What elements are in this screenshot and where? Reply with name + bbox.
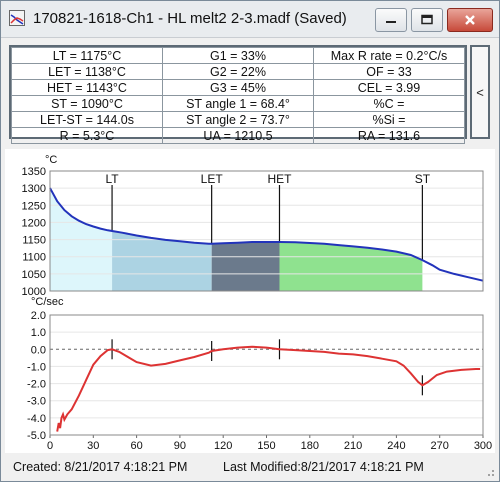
y-tick-label: 0.0: [31, 344, 46, 356]
temperature-line: [49, 187, 484, 282]
x-tick-label: 270: [431, 440, 449, 452]
y-tick-label: 1150: [22, 235, 46, 247]
marker-label: LET: [201, 172, 224, 186]
x-tick-label: 30: [87, 440, 99, 452]
close-button[interactable]: [447, 8, 493, 32]
cooling-rate-chart: °C/sec -5.0 -4.0 -3.0 -2.0 -1.0 0.0 1.0 2.0 0 30…: [27, 296, 492, 452]
stat-silicon: %Si =: [313, 111, 465, 128]
x-tick-label: 90: [174, 440, 186, 452]
stats-row: LT = 1175°C G1 = 33% Max R rate = 0.2°C/…: [11, 47, 465, 64]
bottom-y-ticks: -5.0 -4.0 -3.0 -2.0 -1.0 0.0 1.0 2.0: [27, 310, 46, 442]
modified-timestamp: Last Modified:8/21/2017 4:18:21 PM: [223, 460, 424, 474]
charts-svg: °C LT LET HET ST 10001050110011501200125013…: [22, 154, 493, 452]
stats-panel: LT = 1175°C G1 = 33% Max R rate = 0.2°C/…: [9, 45, 467, 144]
stat-g3: G3 = 45%: [162, 79, 314, 96]
collapse-panel-button[interactable]: <: [470, 45, 490, 139]
phase-region: [211, 242, 280, 291]
top-y-axis-label: °C: [45, 154, 57, 166]
x-tick-label: 0: [47, 440, 53, 452]
top-y-ticks: 1000 1050 1100 1150 1200 1250 1300 1350: [22, 166, 46, 298]
y-tick-label: 1300: [22, 183, 46, 195]
maximize-icon: [421, 14, 433, 25]
y-tick-label: 1350: [22, 166, 46, 178]
y-tick-label: -4.0: [27, 413, 46, 425]
resize-grip-icon[interactable]: [485, 467, 495, 477]
y-tick-label: -2.0: [27, 379, 46, 391]
stat-let-st: LET-ST = 144.0s: [11, 111, 163, 128]
x-tick-label: 120: [214, 440, 232, 452]
marker-label: ST: [415, 172, 431, 186]
stats-row: LET = 1138°C G2 = 22% OF = 33: [11, 63, 465, 80]
stat-st-angle-2: ST angle 2 = 73.7°: [162, 111, 314, 128]
y-tick-label: 1050: [22, 269, 46, 281]
phase-region: [279, 242, 423, 291]
top-plot-frame: [49, 170, 484, 292]
x-tick-label: 60: [130, 440, 142, 452]
stat-g1: G1 = 33%: [162, 47, 314, 64]
minimize-button[interactable]: [375, 8, 407, 32]
x-tick-label: 210: [344, 440, 362, 452]
stat-g2: G2 = 22%: [162, 63, 314, 80]
app-icon: [9, 10, 25, 26]
minimize-icon: [386, 21, 396, 23]
stat-lt: LT = 1175°C: [11, 47, 163, 64]
y-tick-label: 2.0: [31, 310, 46, 322]
phase-region: [112, 231, 212, 291]
created-timestamp: Created: 8/21/2017 4:18:21 PM: [13, 460, 188, 474]
close-icon: [465, 15, 475, 25]
stat-let: LET = 1138°C: [11, 63, 163, 80]
stats-row: LET-ST = 144.0s ST angle 2 = 73.7° %Si =: [11, 111, 465, 128]
stats-row: HET = 1143°C G3 = 45% CEL = 3.99: [11, 79, 465, 96]
stat-of: OF = 33: [313, 63, 465, 80]
phase-markers: LT LET HET ST: [106, 172, 431, 261]
bottom-y-axis-label: °C/sec: [31, 296, 64, 308]
stat-carbon: %C =: [313, 95, 465, 112]
cooling-rate-line: [56, 345, 481, 432]
x-tick-label: 150: [257, 440, 275, 452]
stat-ua: UA = 1210.5: [162, 127, 314, 144]
maximize-button[interactable]: [411, 8, 443, 32]
y-tick-label: 1100: [22, 252, 46, 264]
y-tick-label: -3.0: [27, 396, 46, 408]
stat-st: ST = 1090°C: [11, 95, 163, 112]
x-tick-label: 240: [387, 440, 405, 452]
stat-het: HET = 1143°C: [11, 79, 163, 96]
x-tick-label: 180: [301, 440, 319, 452]
y-tick-label: -5.0: [27, 430, 46, 442]
window-title: 170821-1618-Ch1 - HL melt2 2-3.madf (Sav…: [33, 10, 347, 27]
status-bar: Created: 8/21/2017 4:18:21 PM Last Modif…: [1, 453, 499, 481]
y-tick-label: 1200: [22, 217, 46, 229]
stat-st-angle-1: ST angle 1 = 68.4°: [162, 95, 314, 112]
marker-label: LT: [106, 172, 120, 186]
title-bar[interactable]: 170821-1618-Ch1 - HL melt2 2-3.madf (Sav…: [1, 1, 499, 38]
bottom-plot-frame: [49, 314, 484, 436]
y-tick-label: 1.0: [31, 327, 46, 339]
x-tick-label: 300: [474, 440, 492, 452]
stats-row: R = 5.3°C UA = 1210.5 RA = 131.6: [11, 127, 465, 144]
y-tick-label: 1000: [22, 286, 46, 298]
marker-label: HET: [267, 172, 292, 186]
cooling-curve-chart: °C LT LET HET ST 1000 1050 1100 1150 1200 1250 13…: [22, 154, 484, 298]
stats-table: LT = 1175°C G1 = 33% Max R rate = 0.2°C/…: [11, 47, 465, 144]
stat-r: R = 5.3°C: [11, 127, 163, 144]
stat-cel: CEL = 3.99: [313, 79, 465, 96]
stat-ra: RA = 131.6: [313, 127, 465, 144]
y-tick-label: -1.0: [27, 361, 46, 373]
chart-area: °C LT LET HET ST 1000 1050 1100 1150 1200 1250 13…: [5, 149, 495, 453]
stats-row: ST = 1090°C ST angle 1 = 68.4° %C =: [11, 95, 465, 112]
bottom-grid: [50, 314, 483, 436]
y-tick-label: 1250: [22, 200, 46, 212]
bottom-x-ticks: 0 30 60 90 120 150 180 210 240 270 300: [47, 435, 492, 452]
stat-max-r-rate: Max R rate = 0.2°C/s: [313, 47, 465, 64]
